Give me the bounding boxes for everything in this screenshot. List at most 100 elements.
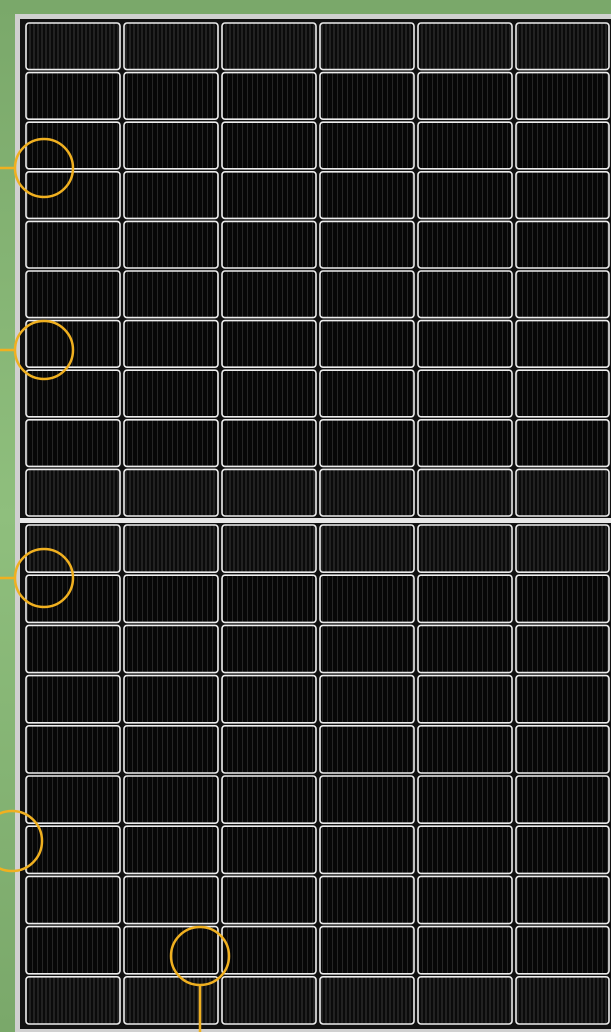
solar-cell — [124, 370, 218, 417]
solar-cell — [516, 420, 609, 467]
solar-cell — [124, 876, 218, 923]
solar-cell — [222, 776, 316, 823]
solar-cell — [516, 172, 609, 219]
solar-cell — [26, 469, 120, 516]
solar-cell — [222, 625, 316, 672]
solar-cell — [516, 23, 609, 70]
solar-cell — [222, 676, 316, 723]
solar-cell — [222, 172, 316, 219]
solar-cell — [124, 122, 218, 169]
solar-cell — [516, 726, 609, 773]
solar-cell — [26, 370, 120, 417]
solar-cell — [124, 625, 218, 672]
solar-cell — [418, 977, 512, 1024]
solar-cell — [222, 927, 316, 974]
solar-cell — [320, 826, 414, 873]
half-cell-divider — [20, 518, 611, 523]
solar-cell — [418, 221, 512, 268]
solar-cell — [516, 977, 609, 1024]
solar-cell — [418, 676, 512, 723]
solar-cell — [320, 172, 414, 219]
solar-cell — [516, 575, 609, 622]
solar-cell — [124, 826, 218, 873]
solar-cell — [320, 23, 414, 70]
solar-cell — [222, 575, 316, 622]
solar-cell — [124, 726, 218, 773]
solar-cell — [222, 726, 316, 773]
solar-cell — [124, 221, 218, 268]
solar-cell — [222, 321, 316, 368]
solar-cell — [124, 321, 218, 368]
solar-cell — [222, 23, 316, 70]
solar-cell — [124, 271, 218, 318]
solar-cell — [320, 271, 414, 318]
solar-cell — [124, 420, 218, 467]
solar-cell — [516, 73, 609, 120]
solar-cell — [418, 420, 512, 467]
solar-cell — [418, 321, 512, 368]
solar-cell — [516, 826, 609, 873]
solar-cell — [418, 122, 512, 169]
solar-cell — [26, 23, 120, 70]
solar-cell — [418, 927, 512, 974]
solar-cell — [26, 271, 120, 318]
solar-cell — [124, 469, 218, 516]
solar-cell — [418, 575, 512, 622]
solar-cell — [26, 73, 120, 120]
solar-cell — [320, 876, 414, 923]
solar-cell — [124, 23, 218, 70]
solar-cell — [418, 525, 512, 572]
solar-cell — [124, 172, 218, 219]
solar-cell — [516, 927, 609, 974]
solar-cell — [124, 776, 218, 823]
solar-cell — [26, 726, 120, 773]
solar-cell — [320, 321, 414, 368]
solar-cell — [516, 676, 609, 723]
solar-cell — [26, 221, 120, 268]
solar-cell — [222, 977, 316, 1024]
solar-cell — [124, 575, 218, 622]
solar-cell — [222, 826, 316, 873]
solar-cell — [222, 370, 316, 417]
solar-cell — [26, 420, 120, 467]
solar-cell — [320, 575, 414, 622]
solar-cell — [516, 370, 609, 417]
solar-cell — [418, 625, 512, 672]
solar-cell — [516, 469, 609, 516]
solar-cell — [222, 271, 316, 318]
solar-cell — [418, 23, 512, 70]
solar-cell — [26, 625, 120, 672]
solar-cell — [222, 122, 316, 169]
solar-cell — [418, 172, 512, 219]
solar-cell — [124, 73, 218, 120]
solar-cell — [26, 172, 120, 219]
solar-cell — [516, 221, 609, 268]
solar-cell — [320, 726, 414, 773]
solar-cell — [320, 676, 414, 723]
solar-cell — [320, 420, 414, 467]
solar-cell — [320, 221, 414, 268]
solar-cell — [418, 271, 512, 318]
solar-cell — [222, 469, 316, 516]
solar-cell — [26, 977, 120, 1024]
solar-cell — [516, 876, 609, 923]
solar-cell — [320, 625, 414, 672]
solar-cell — [26, 676, 120, 723]
solar-cell — [320, 370, 414, 417]
solar-cell — [222, 73, 316, 120]
solar-cell — [320, 122, 414, 169]
solar-cell — [418, 826, 512, 873]
solar-cell — [418, 726, 512, 773]
solar-cell — [516, 525, 609, 572]
solar-cell — [26, 876, 120, 923]
solar-cell — [124, 676, 218, 723]
solar-cell — [320, 977, 414, 1024]
solar-cell — [516, 271, 609, 318]
solar-cell — [516, 625, 609, 672]
solar-cell — [222, 876, 316, 923]
solar-cell — [124, 525, 218, 572]
solar-cell — [320, 469, 414, 516]
solar-cell — [26, 776, 120, 823]
solar-cell — [26, 927, 120, 974]
